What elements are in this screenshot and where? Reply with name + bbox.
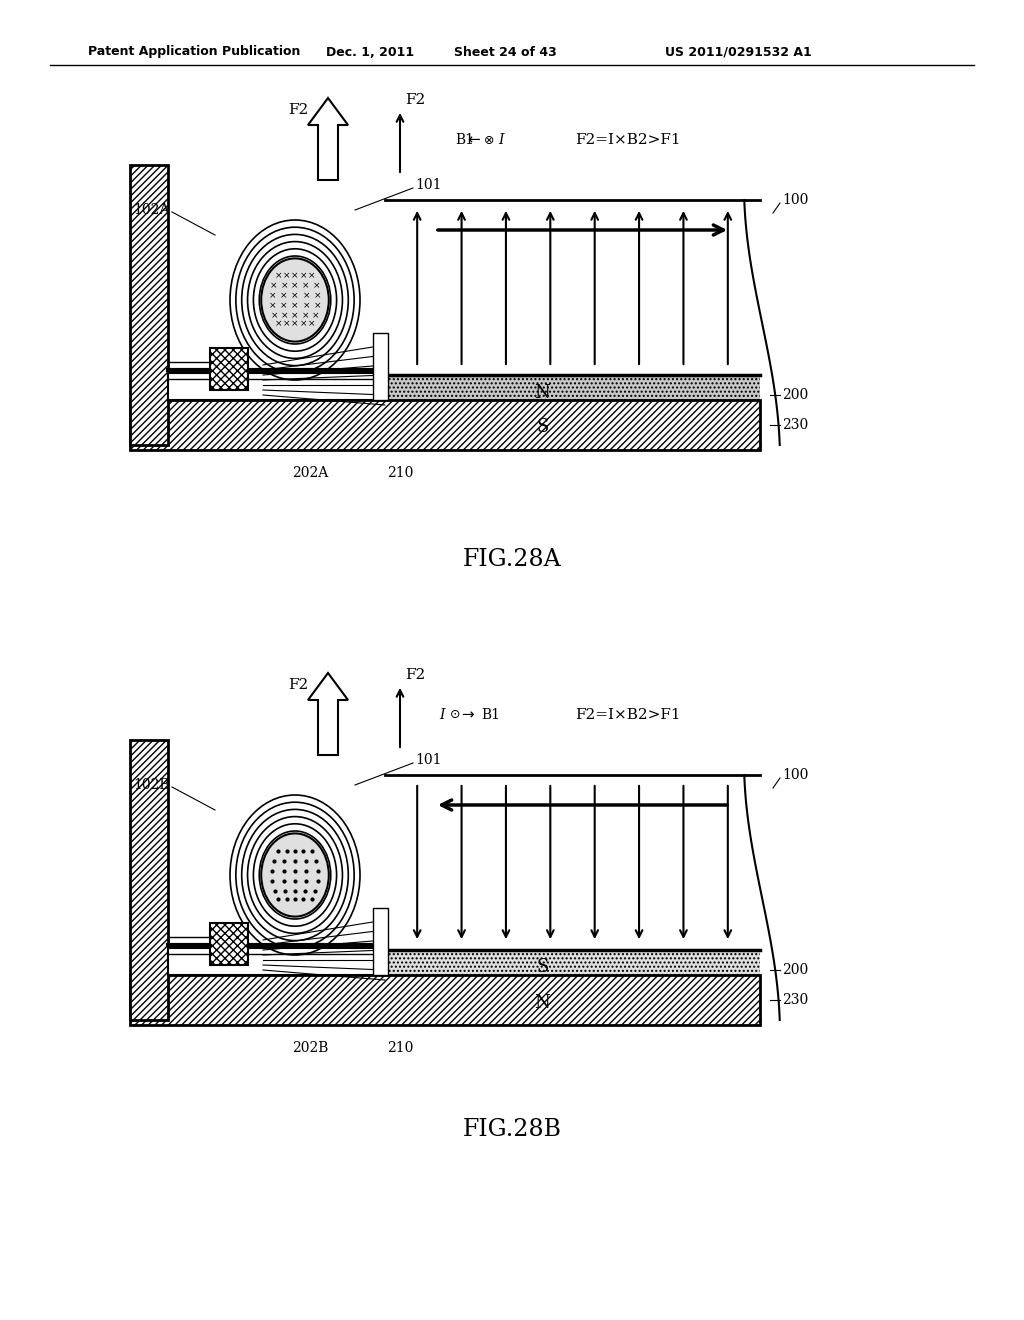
Text: 100: 100: [782, 768, 808, 781]
Text: ×: ×: [291, 319, 299, 329]
Text: ×: ×: [311, 312, 319, 321]
Bar: [385, 985, 760, 1020]
Text: ×: ×: [314, 301, 322, 310]
Text: ×: ×: [280, 292, 288, 301]
Bar: [385, 950, 760, 985]
Bar: [130, 975, 760, 1026]
Bar: [130, 975, 760, 1026]
Text: ×: ×: [291, 281, 299, 290]
Text: 200: 200: [782, 964, 808, 977]
Text: ×: ×: [302, 281, 309, 290]
Text: 100: 100: [782, 193, 808, 207]
Text: 200: 200: [782, 388, 808, 403]
Text: ×: ×: [291, 292, 299, 301]
Text: FIG.28A: FIG.28A: [463, 549, 561, 572]
Bar: [168, 374, 385, 400]
Text: 202B: 202B: [292, 1041, 328, 1055]
Text: I: I: [499, 133, 504, 147]
Text: ×: ×: [308, 319, 315, 329]
Bar: [385, 375, 760, 411]
Text: F2: F2: [288, 678, 308, 692]
Bar: [210, 348, 248, 389]
Text: S: S: [537, 958, 549, 977]
Text: 230: 230: [782, 993, 808, 1007]
Text: F2=I×B2>F1: F2=I×B2>F1: [575, 133, 681, 147]
Ellipse shape: [261, 259, 329, 342]
Bar: [385, 950, 760, 985]
Text: US 2011/0291532 A1: US 2011/0291532 A1: [665, 45, 812, 58]
Text: F2: F2: [288, 103, 308, 117]
Text: ⊙: ⊙: [450, 709, 460, 722]
Text: ×: ×: [281, 312, 289, 321]
Bar: [373, 333, 388, 400]
Text: 101: 101: [415, 178, 441, 191]
Text: ×: ×: [291, 312, 299, 321]
Text: 101: 101: [415, 752, 441, 767]
Text: →: →: [461, 708, 473, 722]
Text: 202A: 202A: [292, 466, 328, 480]
Text: ×: ×: [303, 292, 310, 301]
Text: FIG.28B: FIG.28B: [463, 1118, 561, 1142]
Text: ×: ×: [300, 319, 307, 329]
Text: ×: ×: [314, 292, 322, 301]
Text: 230: 230: [782, 418, 808, 432]
Text: S: S: [537, 418, 549, 437]
Text: B1: B1: [455, 133, 474, 147]
Text: I: I: [439, 708, 445, 722]
Text: ×: ×: [270, 281, 278, 290]
Bar: [385, 985, 760, 1020]
Text: ×: ×: [274, 319, 282, 329]
Text: B1: B1: [481, 708, 500, 722]
Bar: [373, 908, 388, 975]
Text: ×: ×: [274, 272, 282, 281]
Bar: [210, 923, 248, 965]
Text: ×: ×: [300, 272, 307, 281]
Text: Patent Application Publication: Patent Application Publication: [88, 45, 300, 58]
Bar: [130, 741, 168, 1020]
Bar: [210, 348, 248, 389]
Text: ×: ×: [283, 319, 291, 329]
Text: ←: ←: [468, 132, 480, 148]
Text: ×: ×: [312, 281, 319, 290]
Polygon shape: [308, 98, 348, 180]
Bar: [130, 400, 760, 450]
Bar: [130, 741, 168, 1020]
Text: F2: F2: [406, 92, 425, 107]
Text: ×: ×: [268, 301, 276, 310]
Polygon shape: [308, 673, 348, 755]
Text: N: N: [535, 994, 550, 1011]
Text: 210: 210: [387, 466, 414, 480]
Text: 102B: 102B: [133, 777, 170, 792]
Text: ×: ×: [283, 272, 291, 281]
Text: ×: ×: [302, 301, 310, 310]
Bar: [130, 400, 760, 450]
Text: ×: ×: [268, 292, 275, 301]
Text: ⊗: ⊗: [483, 133, 495, 147]
Bar: [168, 948, 385, 975]
Ellipse shape: [261, 833, 329, 916]
Text: ×: ×: [291, 272, 299, 281]
Text: ×: ×: [301, 312, 309, 321]
Bar: [385, 375, 760, 411]
Text: Sheet 24 of 43: Sheet 24 of 43: [454, 45, 556, 58]
Text: ×: ×: [281, 281, 288, 290]
Text: ×: ×: [270, 312, 279, 321]
Text: F2=I×B2>F1: F2=I×B2>F1: [575, 708, 681, 722]
Text: N: N: [535, 384, 550, 401]
Bar: [385, 411, 760, 445]
Bar: [130, 165, 168, 445]
Bar: [385, 411, 760, 445]
Text: ×: ×: [291, 301, 299, 310]
Text: 102A: 102A: [133, 203, 170, 216]
Bar: [130, 165, 168, 445]
Text: ×: ×: [308, 272, 315, 281]
Text: 210: 210: [387, 1041, 414, 1055]
Text: F2: F2: [406, 668, 425, 682]
Text: ×: ×: [280, 301, 288, 310]
Bar: [210, 923, 248, 965]
Text: Dec. 1, 2011: Dec. 1, 2011: [326, 45, 414, 58]
